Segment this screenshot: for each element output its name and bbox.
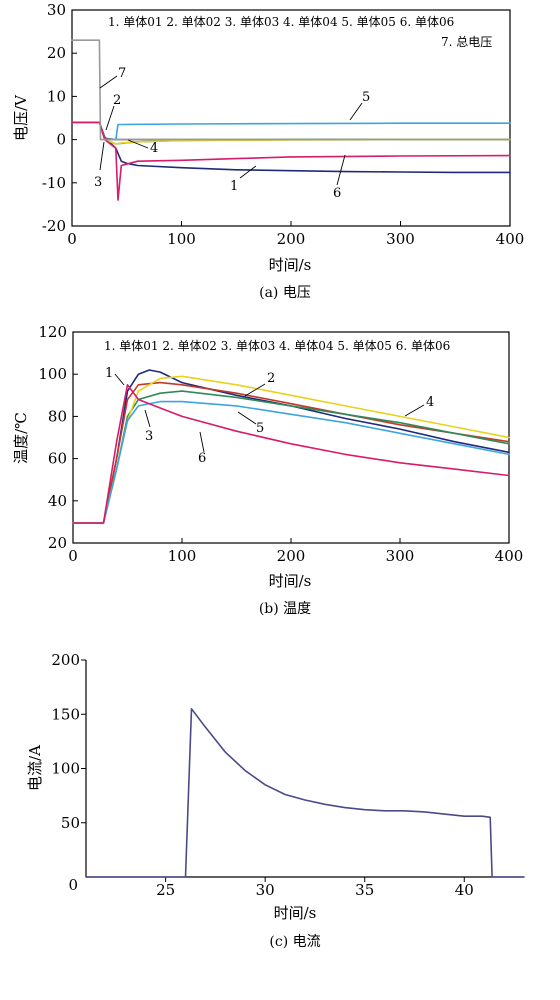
temperature-series: [72, 369, 510, 524]
voltage-leader-3: [99, 141, 105, 171]
voltage-x-tick-label: 300: [386, 230, 415, 248]
temperature-callout-5: 5: [256, 421, 264, 436]
voltage-leader-2: [105, 105, 115, 131]
voltage-x-tick-label: 400: [496, 230, 525, 248]
current-caption: (c) 电流: [269, 934, 320, 950]
chart-temperature: 0 100 200 300 400 20 40 60 80 100 120 1. 单体01 2. 单…: [12, 323, 523, 617]
voltage-legend-line1: 1. 单体01 2. 单体02 3. 单体03 4. 单体04 5. 单体05 …: [108, 15, 454, 29]
temperature-y-tick-label: 60: [48, 450, 67, 468]
voltage-series-1: [71, 121, 511, 174]
current-ticks: 25 30 35 40 50 100 150 200: [51, 651, 473, 899]
voltage-y-tick-label: -20: [42, 217, 66, 235]
voltage-y-tick-label: 30: [47, 1, 66, 19]
voltage-series-7: [71, 39, 511, 141]
voltage-x-tick-label: 0: [67, 230, 77, 248]
voltage-callout-3: 3: [94, 175, 102, 190]
voltage-x-tick-label: 200: [277, 230, 306, 248]
voltage-y-tick-label: 0: [56, 131, 66, 149]
temperature-leader-2: [244, 383, 266, 397]
current-series: [85, 707, 525, 878]
temperature-callout-1: 1: [105, 366, 113, 381]
voltage-series: [71, 39, 511, 201]
current-y-tick-label: 100: [51, 760, 80, 778]
temperature-leader-4: [404, 404, 425, 417]
temperature-callout-2: 2: [267, 371, 275, 386]
current-series-1: [85, 707, 525, 878]
voltage-legend-line2: 7. 总电压: [441, 35, 492, 49]
temperature-callout-4: 4: [426, 395, 434, 410]
temperature-x-tick-label: 300: [386, 547, 415, 565]
voltage-leader-4: [127, 139, 149, 149]
temperature-x-tick-label: 0: [68, 547, 78, 565]
current-y-tick-label: 200: [51, 651, 80, 669]
voltage-series-5: [71, 121, 511, 141]
voltage-y-tick-label: -10: [42, 174, 66, 192]
voltage-ticks: 0 100 200 300 400 -20 -10 0 10 20 30: [42, 1, 524, 248]
temperature-callout-3: 3: [145, 429, 153, 444]
voltage-callout-7: 7: [118, 66, 126, 81]
voltage-x-axis-label: 时间/s: [269, 256, 312, 274]
temperature-series-2: [72, 381, 510, 524]
temperature-y-tick-label: 120: [38, 323, 67, 341]
voltage-leader-6: [336, 154, 346, 186]
temperature-x-tick-label: 400: [495, 547, 524, 565]
temperature-series-5: [72, 400, 510, 524]
temperature-leader-6: [199, 431, 205, 453]
temperature-y-axis-label: 温度/℃: [12, 412, 30, 464]
temperature-x-axis-label: 时间/s: [269, 572, 312, 590]
voltage-x-tick-label: 100: [167, 230, 196, 248]
voltage-leader-7: [99, 75, 118, 89]
temperature-leader-5: [237, 411, 257, 425]
chart-current: 25 30 35 40 50 100 150 200 0 时间/s 电流/A (c) 电流: [26, 651, 525, 950]
voltage-callout-5: 5: [362, 90, 370, 105]
current-y-axis-label: 电流/A: [26, 745, 44, 791]
temperature-legend-line1: 1. 单体01 2. 单体02 3. 单体03 4. 单体04 5. 单体05 …: [104, 339, 450, 353]
temperature-leader-1: [114, 373, 125, 386]
chart-voltage: 0 100 200 300 400 -20 -10 0 10 20 30 1. 单体01 2. 单体…: [12, 1, 524, 301]
voltage-callout-2: 2: [113, 93, 121, 108]
current-x-tick-label: 40: [455, 881, 474, 899]
voltage-y-axis-label: 电压/V: [12, 94, 30, 141]
current-origin-label: 0: [68, 876, 78, 894]
voltage-leader-5: [349, 102, 363, 121]
voltage-y-tick-label: 10: [47, 87, 66, 105]
current-y-tick-label: 50: [61, 814, 80, 832]
voltage-callout-1: 1: [230, 179, 238, 194]
temperature-x-tick-label: 200: [277, 547, 306, 565]
current-x-tick-label: 30: [256, 881, 275, 899]
temperature-y-tick-label: 80: [48, 407, 67, 425]
voltage-callout-6: 6: [333, 186, 341, 201]
temperature-x-tick-label: 100: [168, 547, 197, 565]
temperature-y-tick-label: 40: [48, 492, 67, 510]
temperature-leader-3: [144, 409, 151, 428]
current-x-tick-label: 35: [355, 881, 374, 899]
temperature-y-tick-label: 20: [48, 534, 67, 552]
temperature-series-3: [72, 390, 510, 524]
temperature-plot-frame: [72, 331, 510, 544]
temperature-caption: (b) 温度: [259, 601, 311, 617]
voltage-caption: (a) 电压: [259, 285, 311, 301]
current-x-tick-label: 25: [156, 881, 175, 899]
voltage-y-tick-label: 20: [47, 44, 66, 62]
current-x-axis-label: 时间/s: [274, 904, 317, 922]
temperature-ticks: 0 100 200 300 400 20 40 60 80 100 120: [38, 323, 523, 565]
voltage-series-4: [71, 121, 511, 145]
temperature-series-6: [72, 383, 510, 524]
voltage-series-6: [71, 121, 511, 201]
voltage-callout-4: 4: [150, 141, 158, 156]
voltage-leader-1: [239, 165, 257, 179]
temperature-y-tick-label: 100: [38, 365, 67, 383]
temperature-callout-6: 6: [198, 451, 206, 466]
current-y-tick-label: 150: [51, 705, 80, 723]
